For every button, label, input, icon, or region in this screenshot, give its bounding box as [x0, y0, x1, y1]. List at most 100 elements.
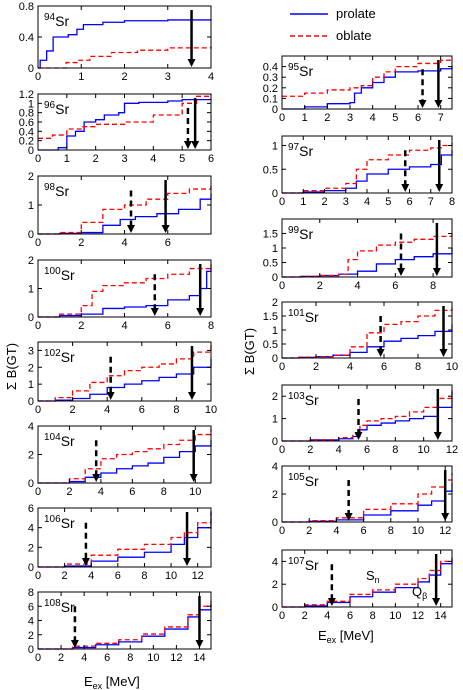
- x-tick-label: 8: [127, 652, 133, 664]
- element-symbol: Sr: [305, 309, 319, 325]
- y-tick-label: 2: [272, 489, 278, 501]
- panel-sr100: 0 2 4 6 8 0 1 2 100Sr: [28, 255, 214, 332]
- sn-arrow-head: [401, 184, 410, 192]
- series-line-oblate: [282, 556, 453, 608]
- element-symbol: Sr: [305, 392, 319, 408]
- mass-number: 98: [44, 182, 56, 193]
- mass-number: 100: [44, 266, 61, 277]
- series-line-prolate: [282, 66, 453, 110]
- y-tick-label: 4: [28, 421, 34, 433]
- x-tick-label: 2: [302, 610, 308, 622]
- panel-sr102: 0 2 4 6 8 10 0 1 2 3 102Sr: [28, 341, 217, 416]
- y-tick-label: 2: [272, 297, 278, 309]
- x-tick-label: 8: [370, 610, 376, 622]
- plot-frame: [281, 55, 453, 110]
- x-tick-label: 8: [392, 444, 398, 456]
- y-tick-label: 2: [28, 450, 34, 462]
- x-tick-label: 4: [98, 486, 104, 498]
- nucleus-label: 97Sr: [288, 142, 313, 159]
- series-line-oblate: [38, 428, 212, 484]
- x-tick-label: 5: [179, 153, 185, 165]
- x-tick-label: 10: [389, 610, 401, 622]
- series-line-oblate: [38, 184, 212, 235]
- x-axis-label-right: Eex [MeV]: [318, 628, 374, 645]
- nucleus-label: 107Sr: [288, 556, 319, 573]
- x-tick-label: 4: [324, 610, 330, 622]
- x-tick-label: 6: [139, 404, 145, 416]
- panel-sr99: 0 2 4 6 800.511.5 99Sr: [263, 218, 453, 292]
- series-line-prolate: [38, 193, 212, 235]
- nucleus-label: 101Sr: [288, 308, 319, 325]
- qbeta-arrow-head: [189, 474, 198, 482]
- y-tick-label: 1.2: [19, 89, 34, 101]
- x-tick-label: 6: [165, 237, 171, 249]
- x-tick-label: 0: [279, 525, 285, 537]
- x-tick-label: 10: [165, 570, 177, 582]
- x-tick-label: 2: [306, 525, 312, 537]
- x-tick-label: 8: [161, 486, 167, 498]
- y-tick-label: 0.3: [263, 72, 278, 84]
- element-symbol: Sr: [61, 267, 75, 283]
- mass-number: 95: [288, 62, 300, 73]
- x-tick-label: 12: [192, 570, 204, 582]
- x-tick-label: 4: [364, 196, 370, 208]
- y-tick-label: 2: [28, 630, 34, 642]
- x-tick-label: 6: [165, 320, 171, 332]
- y-tick-label: 4: [28, 616, 34, 628]
- qbeta-arrow-head: [441, 513, 450, 521]
- panel-sr94: 0 1 2 3 4 0 0.4 0.8 94Sr: [19, 1, 214, 83]
- x-tick-label: 2: [317, 280, 323, 292]
- qbeta-arrow-head: [187, 59, 196, 67]
- plot-frame: [37, 507, 212, 568]
- series-line-oblate: [38, 600, 212, 650]
- x-tick-label: 8: [173, 404, 179, 416]
- y-tick-label: 0.8: [19, 108, 34, 120]
- y-tick-label: 0: [28, 396, 34, 408]
- x-tick-label: 2: [62, 570, 68, 582]
- y-tick-label: 2: [272, 391, 278, 403]
- y-tick-label: 0: [272, 353, 278, 365]
- y-tick-label: 0: [28, 63, 34, 75]
- panel-sr105: 0 2 4 6 8 10 12 0 2 4 105Sr: [272, 461, 453, 537]
- mass-number: 106: [44, 514, 61, 525]
- sn-arrow-head: [354, 432, 363, 440]
- panel-sr97: 0 1 2 3 4 5 6 7 8 0 0.5 1 97Sr: [263, 135, 455, 208]
- qbeta-arrow-head: [195, 640, 204, 648]
- x-tick-label: 0: [279, 361, 285, 373]
- nucleus-label: 99Sr: [288, 225, 313, 242]
- y-tick-label: 1: [272, 141, 278, 153]
- panel-sr107: 0 2 4 6 8 10 12 14 0 2 4 107Sr: [272, 549, 453, 622]
- mass-number: 97: [288, 142, 300, 153]
- panel-sr106: 0 2 4 6 8 10 12 0 2 4 6 106Sr: [28, 503, 212, 582]
- x-tick-label: 2: [78, 237, 84, 249]
- x-tick-label: 6: [361, 525, 367, 537]
- x-tick-label: 4: [333, 525, 339, 537]
- x-tick-label: 8: [415, 361, 421, 373]
- nucleus-label: 103Sr: [288, 391, 319, 408]
- mass-number: 105: [288, 472, 305, 483]
- element-symbol: Sr: [61, 515, 75, 531]
- x-tick-label: 6: [208, 153, 214, 165]
- qbeta-arrow-head: [161, 225, 170, 233]
- qbeta-arrow-head: [433, 432, 442, 440]
- x-tick-label: 6: [392, 280, 398, 292]
- x-tick-label: 1: [78, 71, 84, 83]
- x-tick-label: 6: [364, 444, 370, 456]
- mass-number: 99: [288, 225, 300, 236]
- nucleus-label: 94Sr: [44, 12, 69, 29]
- x-tick-label: 6: [129, 486, 135, 498]
- x-tick-label: 0: [279, 196, 285, 208]
- x-tick-label: 0: [35, 404, 41, 416]
- qbeta-arrow-head: [187, 392, 196, 400]
- x-tick-label: 2: [121, 71, 127, 83]
- x-tick-label: 0: [35, 486, 41, 498]
- x-tick-label: 8: [208, 320, 214, 332]
- x-tick-label: 7: [428, 196, 434, 208]
- series-line-prolate: [38, 511, 212, 568]
- x-tick-label: 0: [35, 652, 41, 664]
- y-tick-label: 0.2: [19, 136, 34, 148]
- x-tick-label: 0: [279, 112, 285, 124]
